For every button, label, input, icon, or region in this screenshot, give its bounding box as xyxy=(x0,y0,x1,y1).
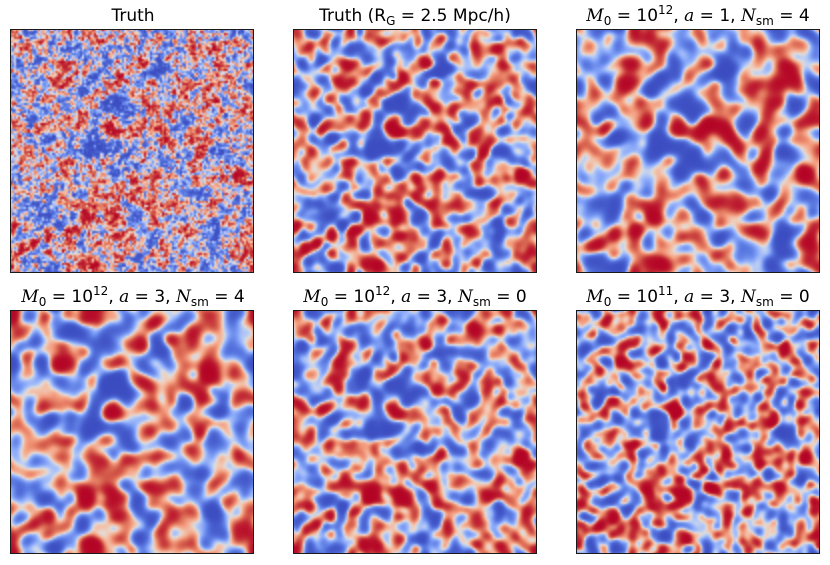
panel-6-title-a-val: 3 xyxy=(719,287,731,307)
panel-1-title-text: Truth xyxy=(111,6,155,26)
panel-5-title-N: N xyxy=(457,287,473,307)
panel-3-title-M-sub: 0 xyxy=(603,14,612,28)
panel-4-title-M: M xyxy=(21,287,39,307)
panel-5-title: M0 = 1012, a = 3, Nsm = 0 xyxy=(265,284,565,309)
panel-3-frame xyxy=(576,29,820,273)
panel-5-title-M-sub: 0 xyxy=(320,295,329,309)
panel-3-title-N: N xyxy=(740,6,756,26)
panel-4-title-eq3: = xyxy=(208,287,234,307)
panel-3-title-M0: 10 xyxy=(636,6,659,26)
panel-5-title-eq1: = xyxy=(328,287,354,307)
panel-6-title-N: N xyxy=(740,287,756,307)
panel-6-title-eq2: = xyxy=(694,287,720,307)
panel-3-title-eq2: = xyxy=(694,6,720,26)
panel-4-title-a-val: 3 xyxy=(154,287,166,307)
panel-6-title-Nsm: 0 xyxy=(798,287,810,307)
panel-5-title-N-sub: sm xyxy=(472,295,491,309)
panel-4-title: M0 = 1012, a = 3, Nsm = 4 xyxy=(0,284,283,309)
panel-4-heatmap xyxy=(10,310,254,554)
panel-1-frame xyxy=(10,29,254,273)
panel-4-canvas xyxy=(10,310,254,554)
panel-6-frame xyxy=(576,310,820,554)
panel-4-title-M0-exp: 12 xyxy=(93,284,109,298)
panel-4-title-eq2: = xyxy=(129,287,155,307)
panel-5-title-Nsm: 0 xyxy=(515,287,527,307)
panel-5-title-a-val: 3 xyxy=(436,287,448,307)
panel-3-heatmap xyxy=(576,29,820,273)
panel-2-canvas xyxy=(293,29,537,273)
panel-3-title-comma2: , xyxy=(730,6,741,26)
panel-4-title-N-sub: sm xyxy=(190,295,209,309)
panel-3-title-a: a xyxy=(684,6,695,26)
panel-3-title-a-val: 1 xyxy=(719,6,731,26)
panel-4-title-M-sub: 0 xyxy=(38,295,47,309)
panel-5-canvas xyxy=(293,310,537,554)
panel-5-title-a: a xyxy=(401,287,412,307)
panel-6-title-comma1: , xyxy=(673,287,685,307)
panel-3-canvas xyxy=(576,29,820,273)
panel-3-title-comma1: , xyxy=(673,6,685,26)
panel-1-canvas xyxy=(10,29,254,273)
panel-5-frame xyxy=(293,310,537,554)
panel-5-title-eq3: = xyxy=(490,287,516,307)
panel-4-title-a: a xyxy=(119,287,130,307)
panel-5-title-M0: 10 xyxy=(353,287,376,307)
panel-6-title: M0 = 1011, a = 3, Nsm = 0 xyxy=(548,284,830,309)
panel-6-title-M0: 10 xyxy=(636,287,659,307)
panel-2-title-sub: G xyxy=(386,14,396,28)
panel-4-title-eq1: = xyxy=(46,287,72,307)
panel-2-title-pre: Truth (R xyxy=(319,6,387,26)
panel-4-title-Nsm: 4 xyxy=(233,287,245,307)
panel-3-title-eq3: = xyxy=(773,6,799,26)
panel-6-canvas xyxy=(576,310,820,554)
panel-1-heatmap xyxy=(10,29,254,273)
panel-6-title-comma2: , xyxy=(730,287,741,307)
panel-2-heatmap xyxy=(293,29,537,273)
panel-4-title-comma1: , xyxy=(108,287,120,307)
panel-4-title-comma2: , xyxy=(165,287,176,307)
panel-6-title-M0-exp: 11 xyxy=(658,284,674,298)
panel-6-title-M-sub: 0 xyxy=(603,295,612,309)
panel-6-title-eq1: = xyxy=(611,287,637,307)
panel-2-title: Truth (RG = 2.5 Mpc/h) xyxy=(265,6,565,28)
panel-3-title-M: M xyxy=(586,6,604,26)
panel-5-title-M: M xyxy=(303,287,321,307)
panel-6-title-a: a xyxy=(684,287,695,307)
panel-3-title-eq1: = xyxy=(611,6,637,26)
panel-6-title-M: M xyxy=(586,287,604,307)
panel-2-frame xyxy=(293,29,537,273)
panel-3-title: M0 = 1012, a = 1, Nsm = 4 xyxy=(548,3,830,28)
panel-1-title: Truth xyxy=(0,6,283,26)
panel-2-title-post: = 2.5 Mpc/h) xyxy=(395,6,511,26)
panel-4-title-M0: 10 xyxy=(71,287,94,307)
panel-3-title-M0-exp: 12 xyxy=(658,3,674,17)
panel-5-title-eq2: = xyxy=(411,287,437,307)
panel-5-title-M0-exp: 12 xyxy=(375,284,391,298)
panel-5-title-comma2: , xyxy=(447,287,458,307)
panel-5-heatmap xyxy=(293,310,537,554)
panel-4-frame xyxy=(10,310,254,554)
panel-6-title-eq3: = xyxy=(773,287,799,307)
panel-3-title-N-sub: sm xyxy=(755,14,774,28)
panel-6-heatmap xyxy=(576,310,820,554)
panel-5-title-comma1: , xyxy=(390,287,402,307)
panel-3-title-Nsm: 4 xyxy=(798,6,810,26)
panel-6-title-N-sub: sm xyxy=(755,295,774,309)
panel-4-title-N: N xyxy=(175,287,191,307)
